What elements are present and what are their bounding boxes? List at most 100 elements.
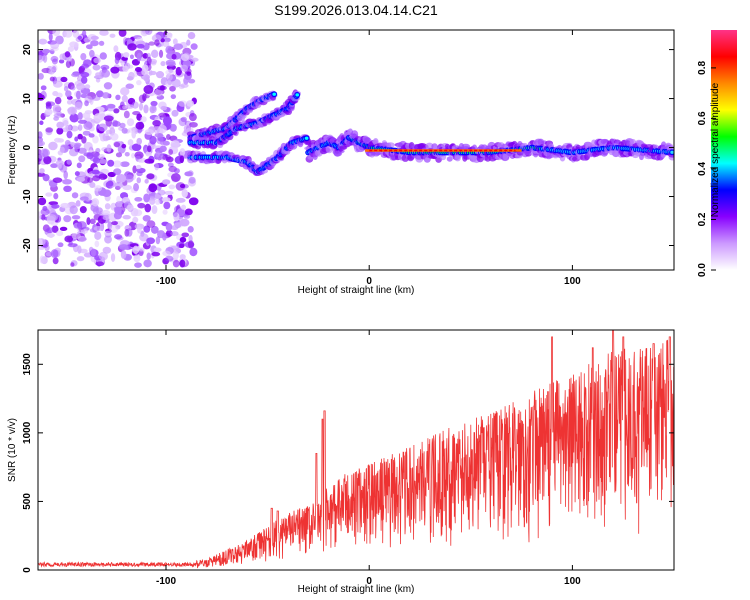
noise-blob [160, 61, 166, 67]
noise-blob [109, 225, 119, 233]
noise-blob [150, 225, 159, 234]
noise-blob [97, 123, 108, 132]
noise-blob [57, 138, 64, 143]
colorbar-ticks: 0.0 0.2 0.4 0.6 0.8 [697, 61, 716, 277]
noise-blob [71, 107, 76, 116]
noise-blob [162, 154, 172, 161]
noise-blob [115, 152, 123, 158]
noise-blob [101, 92, 110, 99]
noise-blob [163, 201, 171, 210]
noise-blob [136, 177, 141, 184]
noise-blob [181, 189, 188, 198]
noise-blob [121, 143, 127, 149]
snr-x-tick-label: 100 [564, 576, 581, 587]
noise-blob [127, 139, 134, 146]
noise-blob [179, 148, 186, 156]
noise-blob [173, 43, 184, 50]
noise-blob [180, 116, 187, 123]
noise-blob [92, 175, 101, 182]
noise-blob [74, 136, 79, 142]
noise-blob [190, 57, 199, 62]
noise-blob [113, 45, 119, 53]
noise-blob [146, 220, 156, 228]
noise-blob [154, 88, 163, 97]
noise-blob [168, 184, 176, 190]
noise-blob [38, 211, 42, 221]
noise-blob [104, 235, 112, 244]
noise-blob [109, 133, 119, 141]
noise-blob [45, 101, 52, 107]
noise-blob [103, 115, 114, 122]
noise-blob [121, 127, 128, 134]
noise-blob [83, 141, 93, 151]
noise-blob [183, 124, 191, 132]
noise-blob [179, 183, 186, 189]
noise-blob [48, 141, 58, 151]
noise-blob [52, 104, 61, 113]
noise-blob [188, 112, 197, 122]
noise-blob [93, 152, 100, 159]
noise-blob [41, 214, 46, 221]
noise-blob [98, 154, 105, 160]
noise-blob [175, 66, 182, 76]
noise-blob [131, 152, 136, 159]
ridge-center [272, 92, 277, 96]
noise-blob [171, 53, 177, 60]
spectrogram-y-tick-label: 10 [22, 93, 33, 105]
noise-blob [77, 112, 83, 120]
noise-blob [162, 250, 171, 257]
noise-blob [186, 100, 194, 107]
noise-blob [150, 49, 159, 59]
noise-blob [181, 204, 187, 210]
noise-blob [65, 90, 72, 98]
noise-blob [153, 125, 160, 135]
noise-blob [38, 197, 47, 206]
noise-blob [92, 207, 100, 215]
noise-blob [52, 30, 61, 37]
noise-blob [170, 94, 177, 100]
noise-blob [166, 32, 173, 38]
noise-blob [186, 39, 191, 46]
noise-blob [41, 48, 51, 54]
noise-blob [81, 76, 88, 84]
noise-blob [83, 121, 93, 130]
noise-blob [159, 122, 165, 129]
noise-blob [134, 262, 142, 268]
noise-blob [97, 159, 108, 164]
noise-blob [45, 252, 53, 257]
noise-blob [173, 168, 180, 174]
noise-blob [121, 95, 128, 103]
noise-blob [69, 205, 78, 215]
noise-blob [56, 230, 64, 237]
noise-blob [94, 231, 102, 240]
spectrogram-x-tick-label: 0 [366, 276, 372, 287]
noise-blob [158, 112, 168, 118]
noise-blob [135, 121, 145, 130]
noise-blob [155, 236, 161, 245]
noise-blob [76, 82, 86, 91]
noise-blob [165, 230, 173, 237]
noise-blob [50, 249, 59, 259]
snr-frame [37, 329, 675, 571]
noise-blob [74, 101, 83, 110]
noise-blob [110, 66, 120, 74]
noise-blob [68, 148, 79, 157]
noise-blob [70, 262, 75, 267]
noise-blob [188, 197, 199, 206]
noise-blob [64, 51, 71, 58]
noise-blob [154, 39, 160, 47]
noise-blob [131, 143, 142, 152]
noise-blob [137, 226, 142, 234]
noise-blob [77, 124, 83, 131]
noise-blob [51, 58, 58, 65]
noise-blob [143, 259, 152, 268]
noise-blob [69, 113, 79, 123]
noise-blob [127, 127, 136, 133]
noise-blob [113, 168, 122, 176]
spectrogram-y-tick-label: -20 [22, 238, 33, 253]
noise-blob [74, 42, 79, 48]
noise-blob [52, 177, 63, 183]
noise-blob [123, 110, 130, 119]
noise-blob [134, 196, 143, 202]
noise-blob [112, 120, 121, 127]
